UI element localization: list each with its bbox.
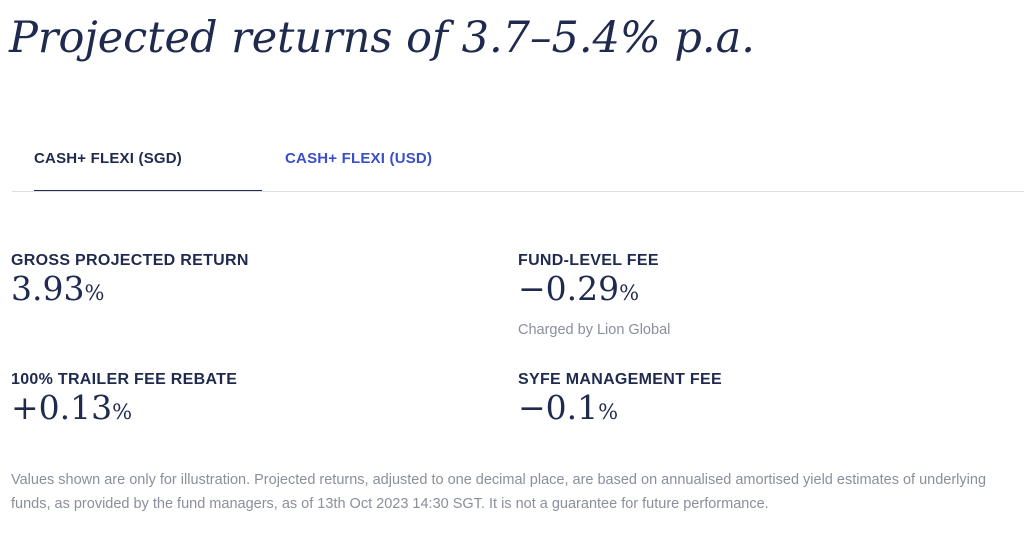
tab-cash-flexi-usd[interactable]: CASH+ FLEXI (USD) [285,150,433,167]
metric-label: 100% TRAILER FEE REBATE [11,371,238,388]
metric-label: GROSS PROJECTED RETURN [11,252,249,269]
metric-value: +0.13% [11,389,237,431]
fund-tabs: CASH+ FLEXI (SGD) CASH+ FLEXI (USD) [0,128,1024,192]
metric-label: SYFE MANAGEMENT FEE [518,371,722,388]
metric-syfe-management-fee: SYFE MANAGEMENT FEE −0.1% [518,371,722,431]
metric-number: −0.29 [518,269,620,308]
metric-trailer-fee-rebate: 100% TRAILER FEE REBATE +0.13% [11,371,237,431]
metric-unit: % [84,281,105,305]
metric-value: −0.29% [518,270,670,312]
metric-unit: % [619,281,640,305]
metric-number: +0.13 [11,388,113,427]
metric-gross-projected-return: GROSS PROJECTED RETURN 3.93% [11,252,249,312]
tabs-divider [12,191,1024,192]
disclaimer-text: Values shown are only for illustration. … [11,472,987,512]
page-title: Projected returns of 3.7–5.4% p.a. [9,13,755,63]
tab-cash-flexi-sgd[interactable]: CASH+ FLEXI (SGD) [34,128,262,192]
metric-unit: % [112,400,133,424]
metric-number: −0.1 [518,388,599,427]
metric-label: FUND-LEVEL FEE [518,252,659,269]
metric-value: −0.1% [518,389,722,431]
metric-value: 3.93% [11,270,249,312]
metric-note: Charged by Lion Global [518,322,671,338]
metric-fund-level-fee: FUND-LEVEL FEE −0.29% Charged by Lion Gl… [518,252,670,340]
metric-number: 3.93 [11,269,85,308]
metric-unit: % [598,400,619,424]
